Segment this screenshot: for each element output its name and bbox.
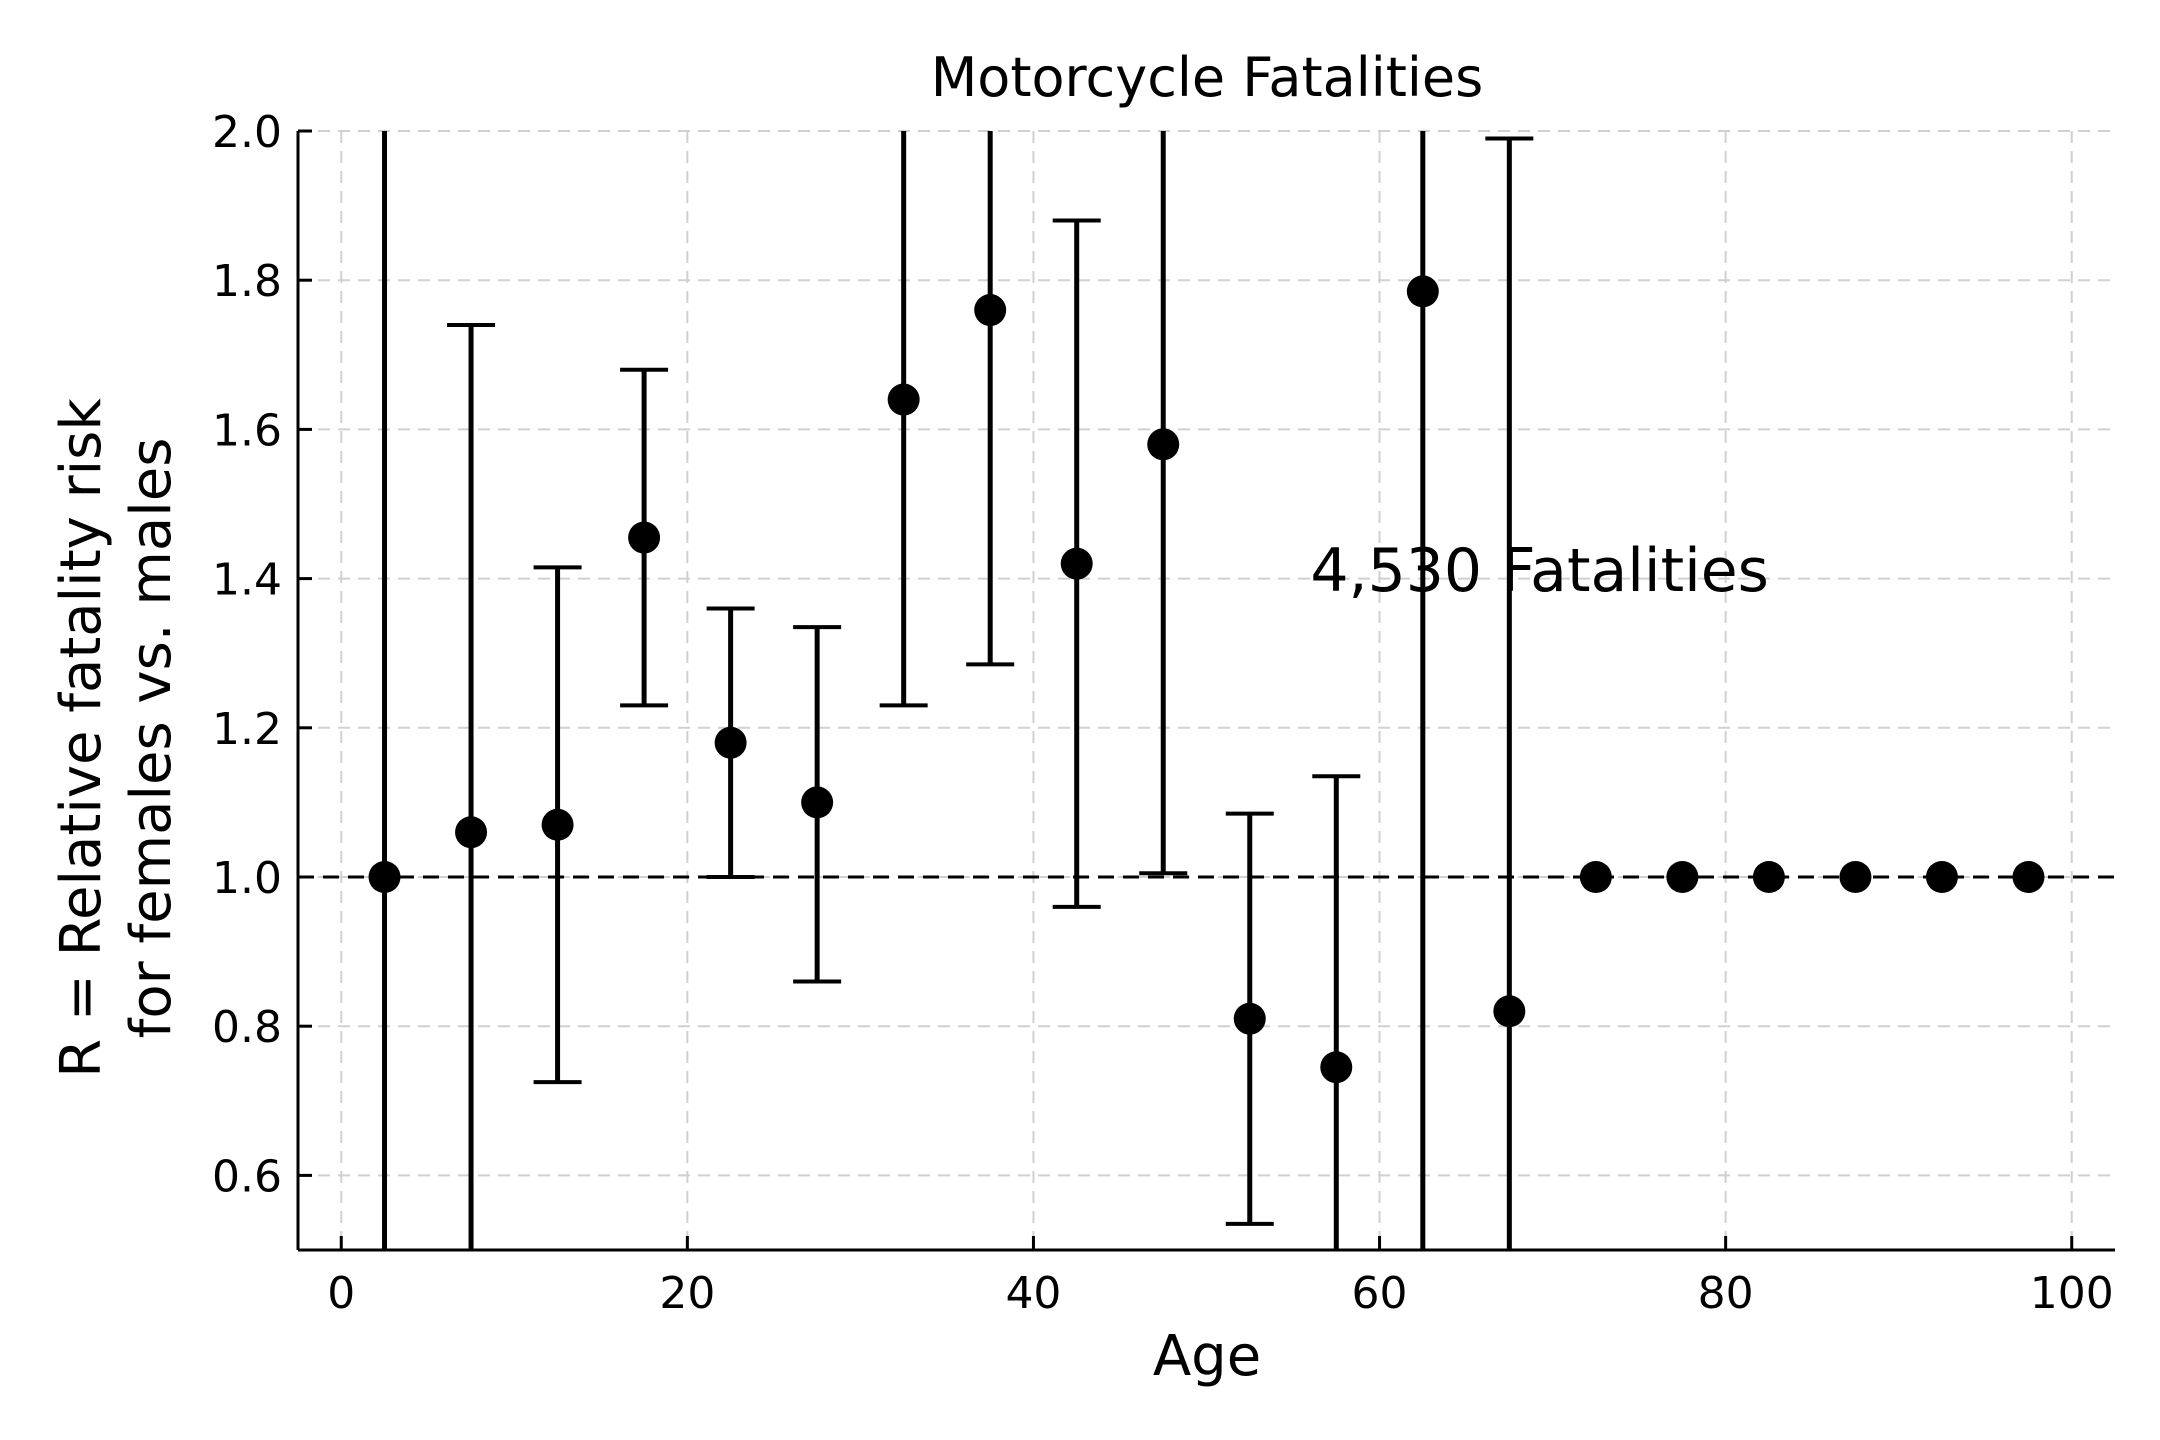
y-axis-title-line-2: for females vs. males xyxy=(119,438,184,1039)
data-point xyxy=(887,383,920,416)
x-tick-label: 40 xyxy=(1005,1268,1061,1319)
y-tick-label: 1.8 xyxy=(212,256,282,307)
data-point xyxy=(1060,547,1093,580)
y-tick-label: 0.8 xyxy=(212,1002,282,1053)
data-point xyxy=(628,521,661,554)
x-tick-label: 60 xyxy=(1352,1268,1408,1319)
y-tick-label: 1.2 xyxy=(212,704,282,755)
x-tick-label: 100 xyxy=(2030,1268,2114,1319)
x-tick-label: 20 xyxy=(659,1268,715,1319)
y-axis-title: R = Relative fatality risk for females v… xyxy=(49,398,184,1078)
grid xyxy=(298,130,2115,1250)
y-tick-label: 1.0 xyxy=(212,853,282,904)
y-tick-label: 1.6 xyxy=(212,405,282,456)
data-point xyxy=(1406,275,1439,308)
chart-title: Motorcycle Fatalities xyxy=(931,46,1484,109)
fatalities-annotation: 4,530 Fatalities xyxy=(1310,536,1769,606)
data-point xyxy=(1839,861,1872,893)
data-point xyxy=(801,786,834,819)
data-point xyxy=(1925,861,1958,893)
y-tick-label: 0.6 xyxy=(212,1151,282,1202)
y-tick-label: 1.4 xyxy=(212,555,282,606)
x-tick-label: 80 xyxy=(1698,1268,1754,1319)
data-point xyxy=(455,816,488,849)
axes: 0 20 40 60 80 100 0.6 0.8 1.0 1.2 1.4 1.6 1.8 2.0 xyxy=(212,107,2115,1319)
data-point xyxy=(1579,861,1612,893)
data-point xyxy=(1752,861,1785,893)
data-point xyxy=(1147,428,1180,461)
x-tick-label: 0 xyxy=(327,1268,355,1319)
y-tick-label: 2.0 xyxy=(212,107,282,158)
data-point xyxy=(1320,1051,1353,1084)
data-points xyxy=(368,275,2045,1084)
y-axis-title-line-1: R = Relative fatality risk xyxy=(49,398,114,1078)
data-point xyxy=(2012,861,2045,893)
data-point xyxy=(541,808,574,841)
data-point xyxy=(1493,995,1526,1028)
x-axis-title: Age xyxy=(1153,1324,1261,1389)
data-point xyxy=(1233,1002,1266,1035)
data-point xyxy=(1666,861,1699,893)
data-point xyxy=(368,861,401,893)
data-point xyxy=(974,294,1007,327)
data-point xyxy=(714,726,747,759)
error-bars xyxy=(382,131,1534,1250)
